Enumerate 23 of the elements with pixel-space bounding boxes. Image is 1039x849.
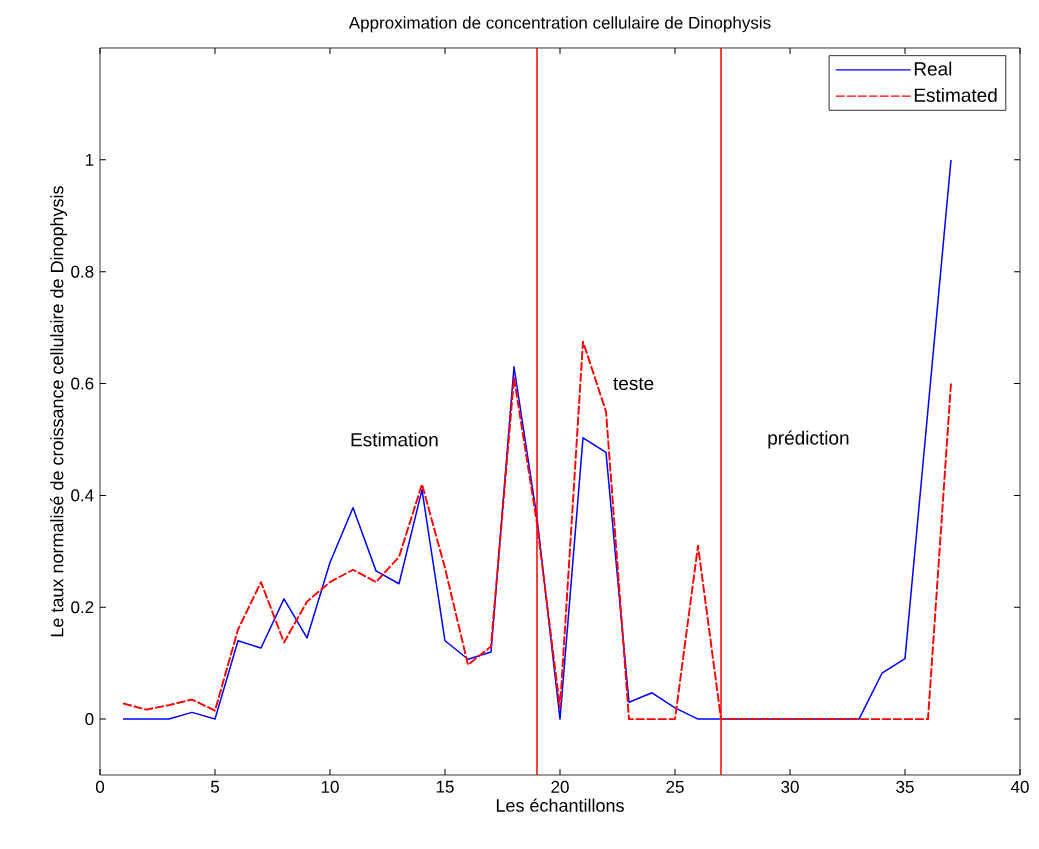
y-tick-label: 0.2 — [71, 601, 94, 614]
y-tick-label: 1 — [85, 153, 94, 166]
x-tick-label: 25 — [666, 780, 684, 793]
annotation: Estimation — [351, 432, 438, 447]
x-tick-label: 30 — [781, 780, 799, 793]
x-tick-label: 15 — [436, 780, 454, 793]
y-axis-title: Le taux normalisé de croissance cellulaire de Dinophysis — [49, 186, 67, 637]
x-tick-label: 40 — [1010, 780, 1029, 793]
x-tick-label: 10 — [321, 780, 339, 793]
legend-label: Real — [914, 61, 952, 76]
x-tick-label: 5 — [210, 780, 220, 793]
y-tick-label: 0.8 — [71, 265, 94, 278]
y-tick-label: 0.6 — [71, 377, 94, 390]
x-tick-label: 0 — [95, 780, 105, 793]
chart-title: Approximation de concentration cellulaire de Dinophysis — [348, 16, 771, 33]
x-axis-title: Les échantillons — [496, 798, 624, 812]
legend-label: Estimated — [914, 87, 997, 102]
y-tick-label: 0.4 — [71, 489, 94, 502]
y-tick-label: 0 — [85, 713, 94, 726]
annotation: teste — [613, 377, 654, 391]
x-tick-label: 35 — [896, 780, 914, 793]
x-tick-label: 20 — [551, 780, 569, 793]
annotation: prédiction — [768, 430, 849, 449]
